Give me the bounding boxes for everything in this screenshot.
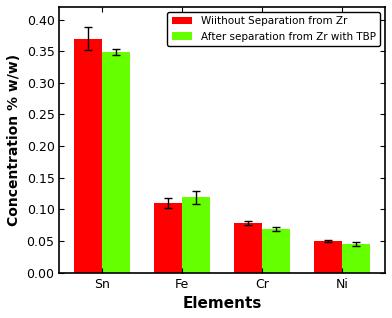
Bar (102, 52, 130, 273)
Bar (342, 244, 370, 273)
Bar (154, 203, 182, 273)
Bar (74, 38, 102, 273)
Bar (262, 229, 290, 273)
Bar (234, 223, 262, 273)
Bar (314, 241, 342, 273)
Legend: Wiithout Separation from Zr, After separation from Zr with TBP: Wiithout Separation from Zr, After separ… (167, 12, 380, 46)
X-axis label: Elements: Elements (183, 296, 262, 311)
Bar (182, 197, 210, 273)
Y-axis label: Concentration % w/w): Concentration % w/w) (7, 54, 21, 226)
